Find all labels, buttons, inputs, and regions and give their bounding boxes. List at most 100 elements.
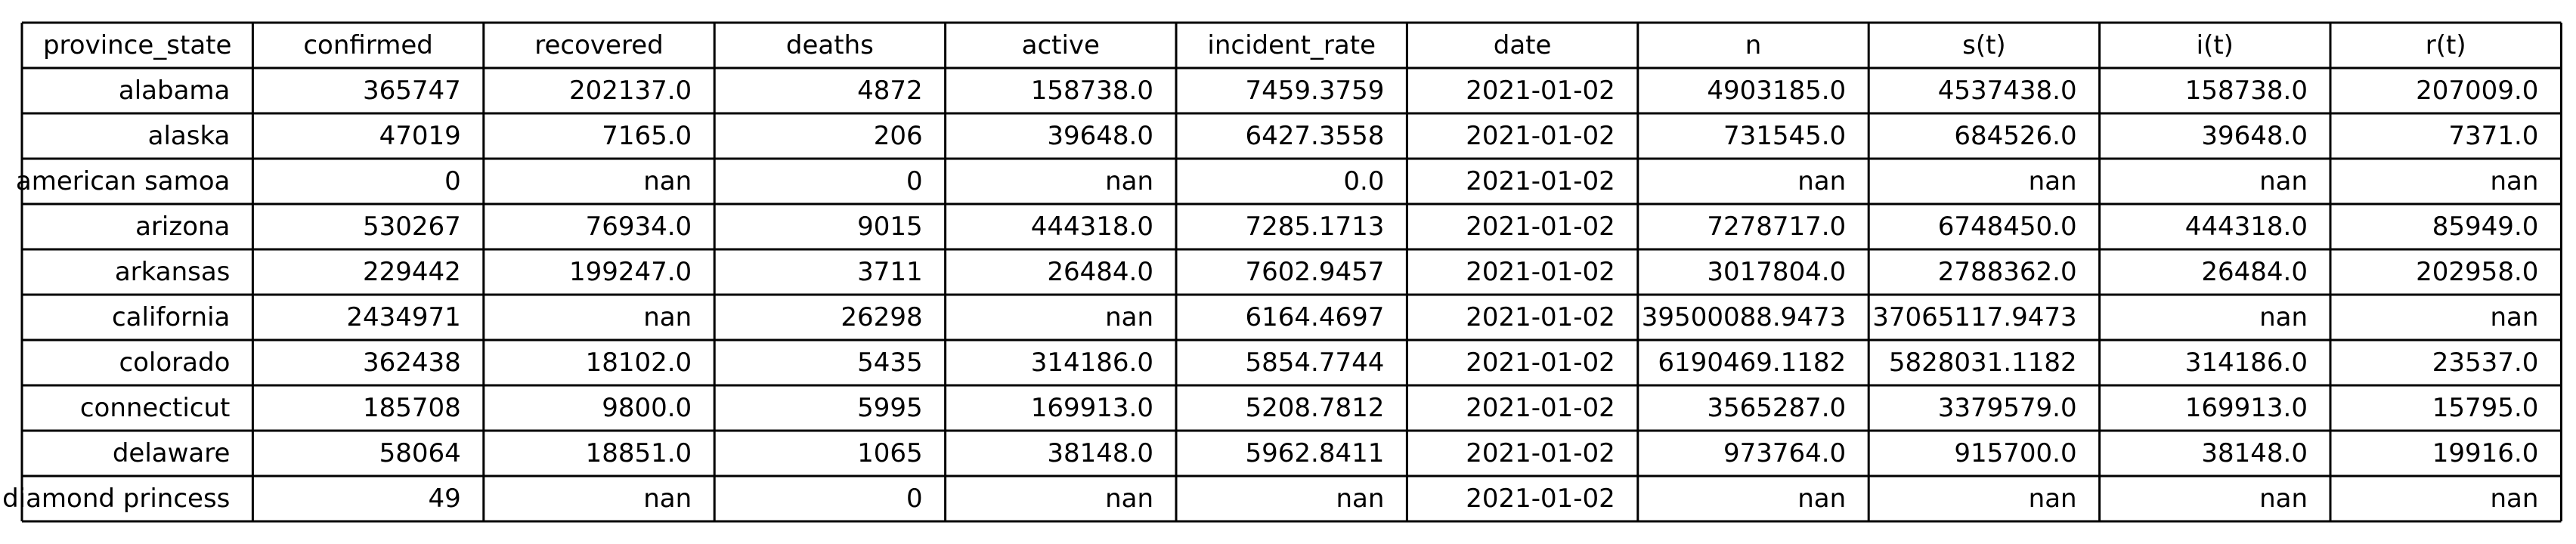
- table-cell: 2021-01-02: [1466, 484, 1615, 514]
- table-cell: 15795.0: [2432, 393, 2539, 423]
- table-cell: 26484.0: [1047, 257, 1153, 287]
- table-cell: 0: [906, 166, 923, 196]
- table-cell: alabama: [119, 76, 231, 106]
- table-cell: 202137.0: [569, 76, 692, 106]
- table-cell: 314186.0: [1031, 348, 1153, 378]
- table-cell: 5828031.1182: [1889, 348, 2077, 378]
- table-cell: 23537.0: [2432, 348, 2539, 378]
- table-cell: 2021-01-02: [1466, 212, 1615, 242]
- table-cell: 0: [444, 166, 461, 196]
- table-cell: 731545.0: [1723, 121, 1846, 151]
- table-cell: 1065: [857, 438, 923, 468]
- table-cell: 9800.0: [602, 393, 692, 423]
- table-cell: 207009.0: [2416, 76, 2538, 106]
- table-cell: nan: [2029, 484, 2077, 514]
- table-cell: nan: [1105, 302, 1153, 332]
- table-cell: 973764.0: [1723, 438, 1846, 468]
- table-cell: 314186.0: [2185, 348, 2308, 378]
- table-header-cell: active: [1022, 30, 1100, 60]
- table-cell: 169913.0: [1031, 393, 1153, 423]
- table-cell: 2021-01-02: [1466, 76, 1615, 106]
- table-cell: 6164.4697: [1246, 302, 1385, 332]
- table-grid: [20, 21, 2562, 523]
- table-cell: 19916.0: [2432, 438, 2539, 468]
- table-cell: 26298: [841, 302, 922, 332]
- table-cell: 6427.3558: [1246, 121, 1385, 151]
- table-cell: 9015: [857, 212, 923, 242]
- table-cell: nan: [2029, 166, 2077, 196]
- table-cell: 2021-01-02: [1466, 166, 1615, 196]
- table-cell: 0.0: [1343, 166, 1384, 196]
- table-cell: 158738.0: [1031, 76, 1153, 106]
- table-cell: delaware: [113, 438, 231, 468]
- table-cell: nan: [643, 302, 692, 332]
- table-cell: 38148.0: [2201, 438, 2308, 468]
- table-cell: 7371.0: [2448, 121, 2538, 151]
- table-cell: 362438: [363, 348, 461, 378]
- table-cell: 39648.0: [2201, 121, 2308, 151]
- table-cell: 2021-01-02: [1466, 438, 1615, 468]
- table-cell: 6190469.1182: [1658, 348, 1846, 378]
- table-cell: 185708: [363, 393, 461, 423]
- table-cell: 7459.3759: [1246, 76, 1385, 106]
- table-cell: 58064: [379, 438, 461, 468]
- table-cell: nan: [2490, 302, 2538, 332]
- table-cell: 5995: [857, 393, 923, 423]
- table-cell: 3565287.0: [1707, 393, 1846, 423]
- table-cell: 229442: [363, 257, 461, 287]
- table-cell: 7278717.0: [1707, 212, 1846, 242]
- table-cell: nan: [2259, 484, 2308, 514]
- table-cell: 5854.7744: [1246, 348, 1385, 378]
- table-cell: arkansas: [115, 257, 231, 287]
- table-cell: colorado: [119, 348, 230, 378]
- table-cell: 4537438.0: [1938, 76, 2077, 106]
- table-cell: 3379579.0: [1938, 393, 2077, 423]
- table-cell: nan: [2259, 302, 2308, 332]
- table-cell: 915700.0: [1954, 438, 2076, 468]
- table-cell: 85949.0: [2432, 212, 2539, 242]
- table-header-cell: province_state: [43, 30, 231, 60]
- table-cell: nan: [1797, 166, 1846, 196]
- table-cell: 2434971: [346, 302, 460, 332]
- table-cell: 158738.0: [2185, 76, 2308, 106]
- table-cell: 6748450.0: [1938, 212, 2077, 242]
- table-cell: nan: [643, 166, 692, 196]
- table-header-cell: s(t): [1962, 30, 2006, 60]
- table-cell: arizona: [135, 212, 230, 242]
- table-cell: 444318.0: [2185, 212, 2308, 242]
- table-cell: 530267: [363, 212, 461, 242]
- table-cell: 2021-01-02: [1466, 302, 1615, 332]
- table-text: province_state confirmed recovered deaths ac…: [2, 30, 2538, 514]
- table-cell: 2021-01-02: [1466, 348, 1615, 378]
- table-cell: 5435: [857, 348, 923, 378]
- table-header-cell: date: [1494, 30, 1552, 60]
- table-cell: 37065117.9473: [1872, 302, 2076, 332]
- table-cell: 39648.0: [1047, 121, 1153, 151]
- table-cell: 39500088.9473: [1642, 302, 1846, 332]
- table-cell: 49: [429, 484, 461, 514]
- table-cell: 2021-01-02: [1466, 121, 1615, 151]
- table-cell: nan: [1105, 166, 1153, 196]
- table-cell: 4903185.0: [1707, 76, 1846, 106]
- table-cell: connecticut: [80, 393, 231, 423]
- table-cell: 4872: [857, 76, 923, 106]
- table-cell: 47019: [379, 121, 461, 151]
- table-cell: alaska: [148, 121, 231, 151]
- table-cell: 0: [906, 484, 923, 514]
- table-header-cell: i(t): [2197, 30, 2234, 60]
- table-cell: 2788362.0: [1938, 257, 2077, 287]
- table-cell: 199247.0: [569, 257, 692, 287]
- table-header-cell: recovered: [534, 30, 663, 60]
- table-cell: nan: [1336, 484, 1384, 514]
- table-cell: nan: [1797, 484, 1846, 514]
- table-cell: 7285.1713: [1246, 212, 1385, 242]
- table-cell: 18102.0: [586, 348, 692, 378]
- table-cell: 18851.0: [586, 438, 692, 468]
- table-cell: 202958.0: [2416, 257, 2538, 287]
- table-cell: 684526.0: [1954, 121, 2076, 151]
- table-cell: 7165.0: [602, 121, 692, 151]
- table-cell: 365747: [363, 76, 461, 106]
- table-cell: 206: [874, 121, 923, 151]
- table-cell: nan: [2490, 484, 2538, 514]
- table-cell: american samoa: [16, 166, 231, 196]
